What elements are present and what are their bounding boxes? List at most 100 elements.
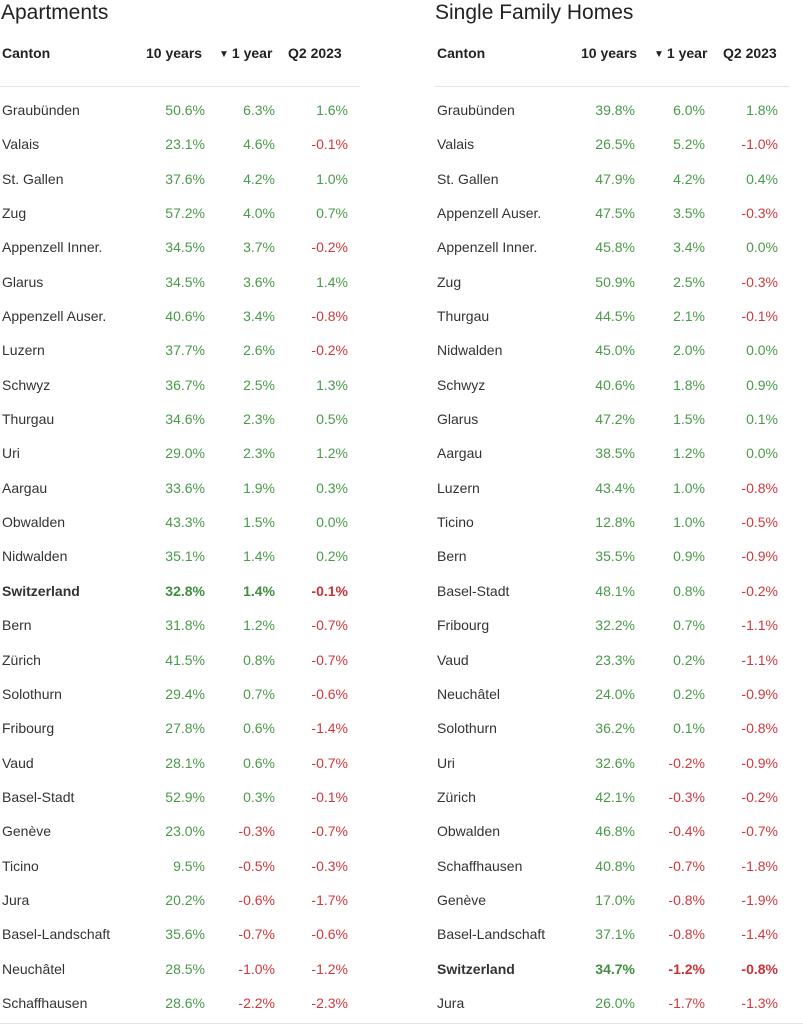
q2-2023-cell: -0.1%: [311, 136, 348, 153]
table-row: Zug 57.2% 4.0% 0.7%: [0, 197, 360, 231]
ten-years-cell: 37.7%: [165, 342, 205, 359]
ten-years-cell: 39.8%: [595, 102, 635, 118]
header-q2-2023[interactable]: Q2 2023: [288, 45, 342, 61]
q2-2023-cell: -0.3%: [311, 857, 348, 874]
table-row: Fribourg 27.8% 0.6% -1.4%: [0, 712, 360, 746]
header-1-year-label: 1 year: [231, 45, 273, 61]
q2-2023-cell: -0.1%: [311, 582, 348, 599]
canton-cell: Genève: [437, 891, 487, 908]
ten-years-cell: 12.8%: [595, 514, 635, 531]
one-year-cell: 0.7%: [243, 685, 275, 702]
q2-2023-cell: 1.0%: [316, 170, 348, 187]
ten-years-cell: 32.2%: [595, 617, 635, 634]
table-row: Solothurn 36.2% 0.1% -0.8%: [435, 712, 790, 746]
canton-cell: Ticino: [2, 857, 39, 874]
ten-years-cell: 32.8%: [165, 582, 205, 599]
one-year-cell: -2.2%: [238, 994, 275, 1011]
one-year-cell: -0.3%: [238, 823, 275, 840]
ten-years-cell: 34.7%: [595, 960, 635, 977]
q2-2023-cell: -0.2%: [311, 342, 348, 359]
one-year-cell: 0.6%: [243, 754, 275, 771]
table-row: Genève 17.0% -0.8% -1.9%: [435, 884, 790, 918]
canton-cell: Schwyz: [437, 376, 486, 393]
homes-panel: Single Family Homes Canton 10 years ▼ 1 y…: [435, 0, 790, 1021]
q2-2023-cell: -0.8%: [741, 720, 778, 737]
ten-years-cell: 46.8%: [595, 823, 635, 840]
one-year-cell: -0.8%: [668, 891, 705, 908]
canton-cell: Graubünden: [2, 102, 80, 118]
apartments-header-row: Canton 10 years ▼ 1 year Q2 2023: [0, 30, 360, 87]
ten-years-cell: 38.5%: [595, 445, 635, 462]
header-1-year-label: 1 year: [666, 45, 708, 61]
q2-2023-cell: -1.2%: [311, 960, 348, 977]
table-row: Valais 23.1% 4.6% -0.1%: [0, 128, 360, 162]
canton-cell: Basel-Landschaft: [2, 926, 111, 943]
q2-2023-cell: 0.9%: [746, 376, 778, 393]
q2-2023-cell: -0.6%: [311, 685, 348, 702]
header-canton[interactable]: Canton: [437, 45, 486, 61]
canton-cell: Schaffhausen: [2, 994, 88, 1011]
table-row: Solothurn 29.4% 0.7% -0.6%: [0, 678, 360, 712]
q2-2023-cell: -0.7%: [311, 823, 348, 840]
q2-2023-cell: -0.2%: [311, 239, 348, 256]
table-row: Switzerland 32.8% 1.4% -0.1%: [0, 575, 360, 609]
sort-desc-icon: ▼: [654, 49, 664, 60]
table-row: Appenzell Inner. 45.8% 3.4% 0.0%: [435, 231, 790, 265]
one-year-cell: 4.0%: [243, 205, 275, 222]
table-row: Switzerland 34.7% -1.2% -0.8%: [435, 953, 790, 987]
one-year-cell: -0.2%: [668, 754, 705, 771]
ten-years-cell: 23.1%: [165, 136, 205, 153]
canton-cell: Zürich: [2, 651, 41, 668]
ten-years-cell: 50.6%: [165, 102, 205, 118]
q2-2023-cell: -0.8%: [741, 960, 778, 977]
header-10-years[interactable]: 10 years: [146, 45, 203, 61]
header-q2-2023[interactable]: Q2 2023: [723, 45, 777, 61]
one-year-cell: 4.2%: [673, 170, 705, 187]
one-year-cell: 4.6%: [243, 136, 275, 153]
canton-cell: Uri: [2, 445, 20, 462]
canton-cell: Solothurn: [437, 720, 497, 737]
ten-years-cell: 17.0%: [595, 891, 635, 908]
homes-title: Single Family Homes: [435, 1, 634, 24]
one-year-cell: -1.7%: [668, 994, 705, 1011]
header-1-year[interactable]: ▼ 1 year: [654, 45, 707, 61]
table-row: Aargau 33.6% 1.9% 0.3%: [0, 472, 360, 506]
canton-cell: Switzerland: [2, 582, 80, 599]
q2-2023-cell: -0.8%: [741, 479, 778, 496]
one-year-cell: 1.4%: [243, 582, 275, 599]
table-row: Uri 32.6% -0.2% -0.9%: [435, 747, 790, 781]
header-1-year[interactable]: ▼ 1 year: [219, 45, 272, 61]
q2-2023-cell: -0.7%: [741, 823, 778, 840]
ten-years-cell: 40.6%: [595, 376, 635, 393]
q2-2023-cell: -1.4%: [741, 926, 778, 943]
table-row: Thurgau 34.6% 2.3% 0.5%: [0, 403, 360, 437]
q2-2023-cell: -1.1%: [741, 617, 778, 634]
q2-2023-cell: -0.5%: [741, 514, 778, 531]
canton-cell: Fribourg: [2, 720, 55, 737]
q2-2023-cell: -0.3%: [741, 205, 778, 222]
ten-years-cell: 29.4%: [165, 685, 205, 702]
canton-cell: St. Gallen: [2, 170, 64, 187]
q2-2023-cell: -0.1%: [741, 308, 778, 325]
q2-2023-cell: -0.7%: [311, 617, 348, 634]
ten-years-cell: 34.5%: [165, 273, 205, 290]
table-row: Neuchâtel 28.5% -1.0% -1.2%: [0, 953, 360, 987]
ten-years-cell: 23.0%: [165, 823, 205, 840]
header-canton[interactable]: Canton: [2, 45, 51, 61]
q2-2023-cell: -0.6%: [311, 926, 348, 943]
one-year-cell: 1.0%: [673, 479, 705, 496]
table-row: Zürich 42.1% -0.3% -0.2%: [435, 781, 790, 815]
apartments-rows: Graubünden 50.6% 6.3% 1.6% Valais 23.1% 4.6% -0…: [0, 94, 360, 1021]
one-year-cell: 3.4%: [673, 239, 705, 256]
ten-years-cell: 24.0%: [595, 685, 635, 702]
table-row: Uri 29.0% 2.3% 1.2%: [0, 437, 360, 471]
canton-cell: Neuchâtel: [437, 685, 501, 702]
ten-years-cell: 34.6%: [165, 411, 205, 428]
one-year-cell: -0.8%: [668, 926, 705, 943]
canton-cell: Valais: [437, 136, 475, 153]
ten-years-cell: 28.6%: [165, 994, 205, 1011]
header-10-years[interactable]: 10 years: [581, 45, 638, 61]
table-row: Appenzell Auser. 40.6% 3.4% -0.8%: [0, 300, 360, 334]
q2-2023-cell: -0.9%: [741, 754, 778, 771]
